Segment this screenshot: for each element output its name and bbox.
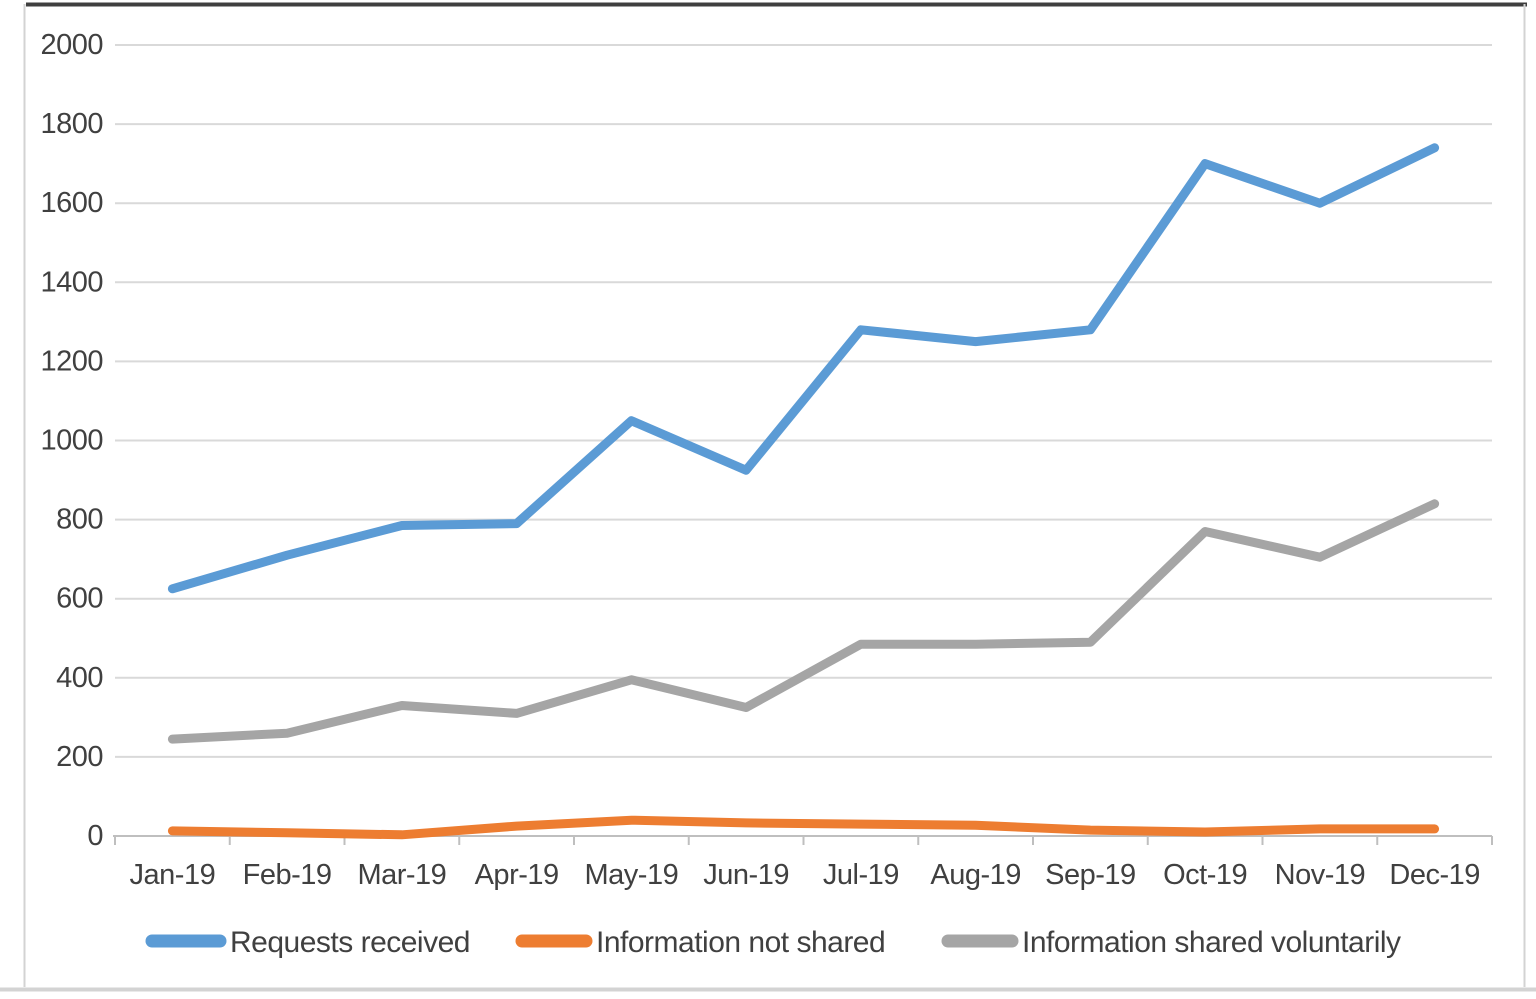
legend-label-information-not-shared: Information not shared	[596, 926, 885, 959]
legend: Requests received Information not shared…	[145, 926, 1402, 959]
legend-item-information-shared-voluntarily: Information shared voluntarily	[941, 926, 1402, 959]
x-tick-label: Sep-19	[1045, 859, 1136, 891]
x-tick-label: Aug-19	[930, 859, 1021, 891]
y-tick-label: 1600	[40, 187, 103, 219]
y-tick-label: 0	[87, 820, 103, 852]
series-lines	[167, 143, 1440, 840]
legend-item-requests-received: Requests received	[145, 926, 470, 959]
legend-item-information-not-shared: Information not shared	[515, 926, 886, 959]
y-tick-label: 600	[56, 583, 103, 615]
x-tick-label: Jul-19	[823, 859, 899, 891]
y-tick-label: 400	[56, 662, 103, 694]
legend-label-requests-received: Requests received	[230, 926, 470, 959]
line-information-not-shared	[167, 815, 1440, 840]
y-tick-label: 1400	[40, 266, 103, 298]
y-tick-label: 200	[56, 741, 103, 773]
x-tick-label: Dec-19	[1389, 859, 1480, 891]
y-tick-label: 1000	[40, 425, 103, 457]
y-axis-labels: 0 200 400 600 800 1000 1200 1400 1600 1800 2000	[40, 29, 103, 852]
y-tick-label: 800	[56, 504, 103, 536]
line-requests-received	[167, 143, 1440, 594]
x-tick-label: Oct-19	[1163, 859, 1247, 891]
x-tick-label: Jan-19	[130, 859, 216, 891]
x-tick-label: Nov-19	[1275, 859, 1366, 891]
y-tick-label: 1200	[40, 345, 103, 377]
x-tick-label: Feb-19	[243, 859, 332, 891]
x-tick-label: Mar-19	[357, 859, 446, 891]
x-tick-label: Apr-19	[475, 859, 559, 891]
line-information-shared-voluntarily	[167, 499, 1440, 744]
x-axis-labels: Jan-19 Feb-19 Mar-19 Apr-19 May-19 Jun-19 Jul-…	[130, 859, 1481, 891]
y-tick-label: 1800	[40, 108, 103, 140]
y-tick-label: 2000	[40, 29, 103, 61]
x-tick-label: Jun-19	[703, 859, 789, 891]
legend-label-information-shared-voluntarily: Information shared voluntarily	[1022, 926, 1401, 959]
x-tick-label: May-19	[585, 859, 679, 891]
